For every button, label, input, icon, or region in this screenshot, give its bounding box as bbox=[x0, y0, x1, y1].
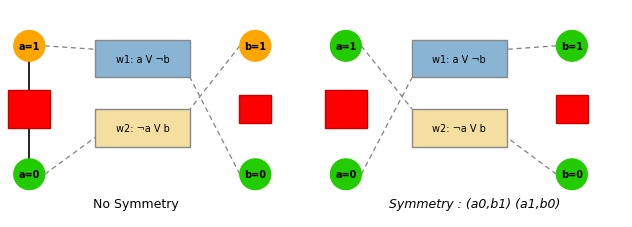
Text: w2: ¬a V b: w2: ¬a V b bbox=[432, 123, 486, 133]
FancyBboxPatch shape bbox=[556, 96, 588, 123]
Text: w1: a V ¬b: w1: a V ¬b bbox=[432, 54, 486, 64]
FancyBboxPatch shape bbox=[95, 110, 190, 147]
Text: a=0: a=0 bbox=[335, 170, 356, 180]
FancyBboxPatch shape bbox=[412, 41, 507, 78]
Text: b=0: b=0 bbox=[245, 170, 266, 180]
Text: w2: ¬a V b: w2: ¬a V b bbox=[116, 123, 170, 133]
Circle shape bbox=[14, 31, 45, 62]
Text: b=0: b=0 bbox=[561, 170, 583, 180]
FancyBboxPatch shape bbox=[325, 91, 367, 128]
Text: b=1: b=1 bbox=[561, 42, 583, 52]
FancyBboxPatch shape bbox=[240, 96, 271, 123]
Text: a=1: a=1 bbox=[335, 42, 356, 52]
Text: a=1: a=1 bbox=[18, 42, 40, 52]
FancyBboxPatch shape bbox=[8, 91, 50, 128]
Circle shape bbox=[331, 159, 362, 190]
Text: b=1: b=1 bbox=[245, 42, 266, 52]
Circle shape bbox=[331, 31, 362, 62]
Text: No Symmetry: No Symmetry bbox=[93, 197, 179, 210]
FancyBboxPatch shape bbox=[412, 110, 507, 147]
Circle shape bbox=[240, 159, 270, 190]
Circle shape bbox=[556, 159, 587, 190]
Circle shape bbox=[14, 159, 45, 190]
Text: a=0: a=0 bbox=[18, 170, 40, 180]
Circle shape bbox=[556, 31, 587, 62]
Text: Symmetry : (a0,b1) (a1,b0): Symmetry : (a0,b1) (a1,b0) bbox=[389, 197, 560, 210]
Text: w1: a V ¬b: w1: a V ¬b bbox=[116, 54, 169, 64]
FancyBboxPatch shape bbox=[95, 41, 190, 78]
Circle shape bbox=[240, 31, 270, 62]
